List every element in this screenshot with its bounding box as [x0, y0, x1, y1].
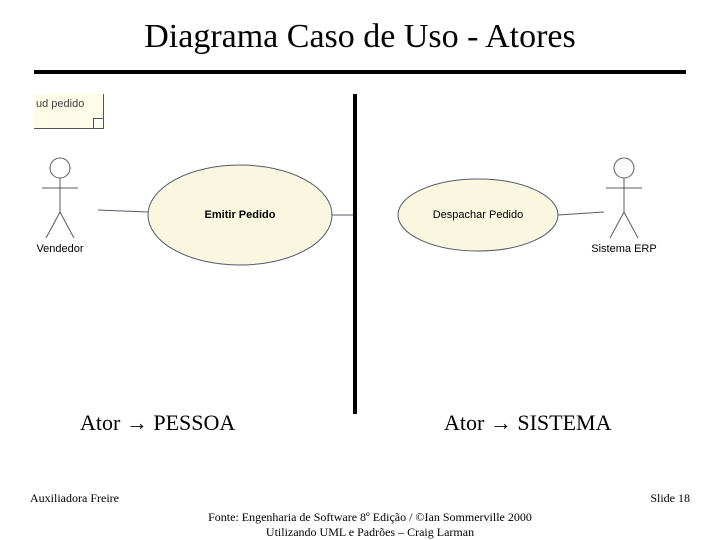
usecase-emitir-label: Emitir Pedido: [205, 209, 276, 221]
assoc-line-left: [98, 210, 148, 212]
actor-vendedor-label: Vendedor: [36, 243, 83, 255]
caption-sistema-prefix: Ator: [444, 410, 490, 435]
arrow-icon: →: [126, 410, 148, 435]
footer-author: Auxiliadora Freire: [30, 491, 119, 506]
caption-pessoa-prefix: Ator: [80, 410, 126, 435]
right-diagram: Despachar Pedido Sistema ERP: [360, 90, 720, 420]
caption-sistema-word: SISTEMA: [517, 410, 611, 435]
footer-source: Fonte: Engenharia de Software 8º Edição …: [170, 510, 570, 540]
footer-source-line1: Fonte: Engenharia de Software 8º Edição …: [170, 510, 570, 525]
left-diagram: Emitir Pedido Vendedor: [0, 90, 360, 420]
slide: Diagrama Caso de Uso - Atores ud pedido …: [0, 0, 720, 540]
usecase-despachar-label: Despachar Pedido: [433, 209, 524, 221]
actor-sistema-erp: [606, 158, 642, 238]
footer-source-line2: Utilizando UML e Padrões – Craig Larman: [170, 525, 570, 540]
caption-sistema: Ator → SISTEMA: [444, 410, 611, 436]
title-rule: [34, 70, 686, 74]
caption-pessoa: Ator → PESSOA: [80, 410, 235, 436]
arrow-icon: →: [490, 410, 512, 435]
actor-vendedor: [42, 158, 78, 238]
caption-pessoa-word: PESSOA: [153, 410, 235, 435]
assoc-line-right: [558, 212, 604, 215]
actor-sistema-erp-label: Sistema ERP: [591, 243, 656, 255]
page-title: Diagrama Caso de Uso - Atores: [0, 18, 720, 56]
footer-slide-number: Slide 18: [650, 491, 690, 506]
